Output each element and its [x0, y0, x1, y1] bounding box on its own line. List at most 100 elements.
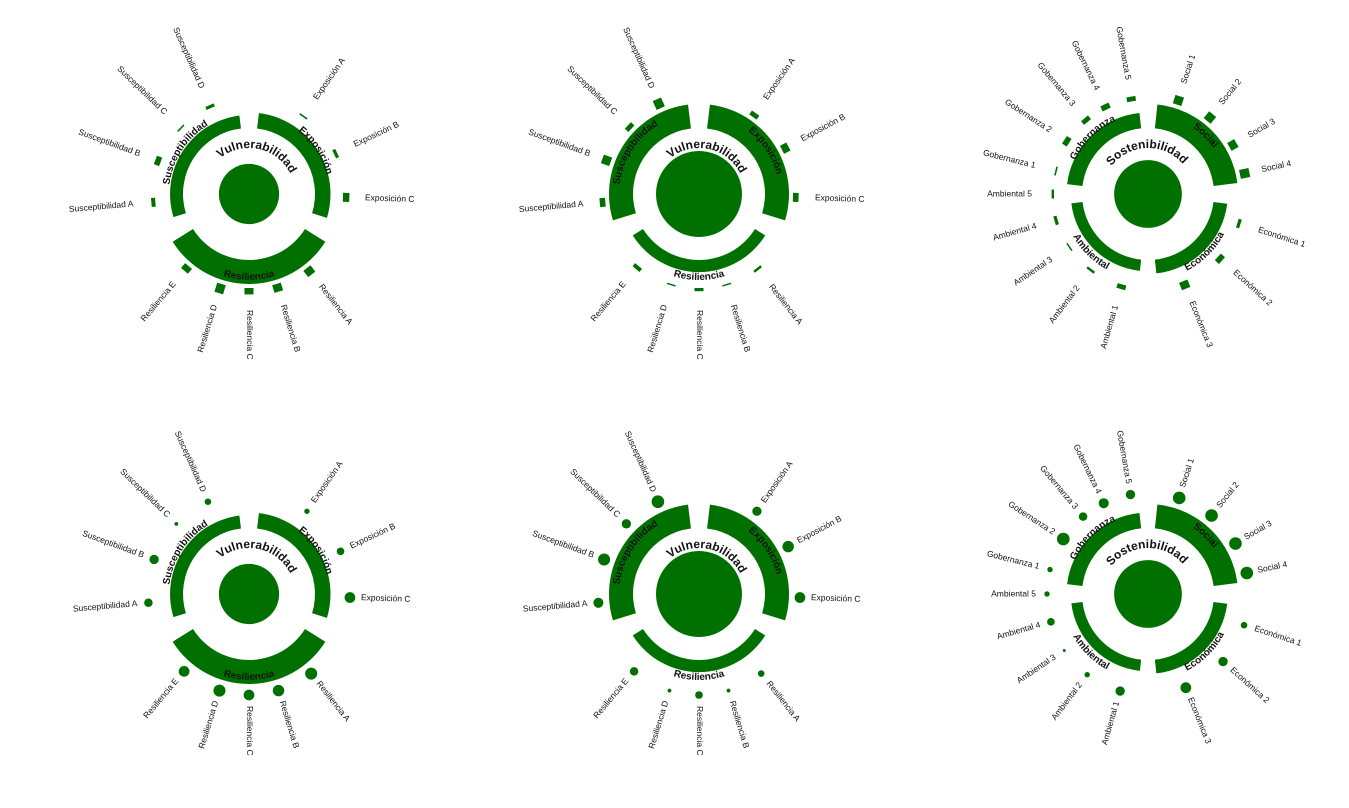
- item-label-social-2: Social 2: [1217, 77, 1244, 107]
- item-label-social-1: Social 1: [1177, 457, 1196, 489]
- item-dot-susceptibilidad-c: [621, 519, 632, 529]
- item-dot-social-3: [1229, 537, 1242, 550]
- item-label-gobernanza-5: Gobernanza 5: [1114, 26, 1133, 81]
- item-label-susceptibilidad-b: Susceptibilidad B: [81, 528, 146, 560]
- dimension-arc-exposicion: [707, 104, 789, 221]
- item-dot-susceptibilidad-a: [593, 597, 604, 608]
- item-bar-ambiental-4: [1053, 215, 1059, 226]
- item-label-exposicion-a: Exposición A: [311, 56, 347, 102]
- dimension-arc-exposicion: [257, 513, 331, 618]
- item-label-resiliencia-b: Resiliencia B: [729, 303, 753, 353]
- item-dot-susceptibilidad-b: [598, 553, 611, 566]
- item-bar-susceptibilidad-b: [600, 154, 613, 167]
- item-label-susceptibilidad-a: Susceptibilidad A: [68, 198, 134, 214]
- dimension-arc-ambiental: [1071, 602, 1142, 671]
- item-dot-resiliencia-b: [272, 684, 285, 697]
- item-bar-exposicion-a: [749, 110, 760, 120]
- item-bar-gobernanza-3: [1081, 115, 1092, 125]
- item-bar-resiliencia-a: [303, 265, 316, 278]
- center-indicator: [656, 151, 742, 237]
- item-dot-social-1: [1172, 491, 1186, 505]
- item-dot-gobernanza-3: [1078, 512, 1088, 521]
- item-dot-ambiental-1: [1115, 686, 1125, 696]
- item-label-exposicion-a: Exposición A: [761, 56, 797, 102]
- item-dot-exposicion-a: [752, 506, 762, 516]
- item-label-susceptibilidad-d: Susceptibilidad D: [623, 429, 659, 493]
- item-label-social-1: Social 1: [1178, 53, 1197, 85]
- item-dot-resiliencia-d: [213, 684, 226, 697]
- item-bar-social-4: [1239, 168, 1251, 179]
- dimension-arc-economica: [1154, 602, 1228, 674]
- dimension-arc-resiliencia: [632, 228, 766, 273]
- item-bar-gobernanza-2: [1062, 135, 1072, 147]
- item-bar-resiliencia-e: [632, 263, 643, 272]
- item-label-resiliencia-d: Resiliencia D: [196, 699, 220, 749]
- item-dot-exposicion-c: [794, 592, 806, 603]
- item-dot-susceptibilidad-d: [651, 495, 665, 509]
- item-label-susceptibilidad-c: Susceptibilidad C: [118, 466, 172, 519]
- item-label-gobernanza-1: Gobernanza 1: [986, 548, 1041, 571]
- item-dot-gobernanza-1: [1047, 566, 1053, 573]
- item-label-economica-1: Económica 1: [1257, 224, 1307, 249]
- item-dot-ambiental-3: [1062, 649, 1066, 652]
- item-bar-ambiental-2: [1086, 266, 1096, 274]
- item-bar-economica-1: [1236, 218, 1242, 229]
- item-dot-social-4: [1240, 566, 1254, 580]
- item-dot-ambiental-5: [1044, 591, 1050, 597]
- item-bar-resiliencia-d: [214, 282, 226, 295]
- item-label-exposicion-b: Exposición B: [799, 111, 847, 143]
- item-bar-ambiental-3: [1066, 242, 1073, 252]
- item-label-social-3: Social 3: [1246, 116, 1277, 140]
- item-bar-susceptibilidad-c: [624, 122, 635, 132]
- item-bar-susceptibilidad-c: [177, 124, 185, 132]
- item-dot-exposicion-b: [336, 547, 345, 556]
- item-dot-economica-1: [1240, 621, 1248, 629]
- item-label-gobernanza-3: Gobernanza 3: [1036, 60, 1078, 108]
- item-dot-economica-3: [1180, 682, 1192, 694]
- item-label-susceptibilidad-a: Susceptibilidad A: [522, 598, 588, 614]
- item-label-social-4: Social 4: [1260, 158, 1292, 174]
- item-dot-gobernanza-4: [1098, 498, 1109, 509]
- item-label-resiliencia-b: Resiliencia B: [279, 303, 303, 353]
- item-dot-social-2: [1205, 509, 1218, 522]
- item-label-ambiental-3: Ambiental 3: [1015, 652, 1058, 686]
- item-dot-resiliencia-e: [629, 667, 639, 676]
- dimension-label-resiliencia: Resiliencia: [673, 268, 726, 283]
- item-label-resiliencia-e: Resiliencia E: [138, 279, 177, 323]
- item-label-exposicion-b: Exposición B: [352, 119, 401, 149]
- item-label-resiliencia-b: Resiliencia B: [278, 699, 302, 749]
- item-label-susceptibilidad-a: Susceptibilidad A: [72, 598, 138, 614]
- center-indicator: [218, 563, 280, 625]
- item-label-resiliencia-a: Resiliencia A: [765, 679, 803, 724]
- item-bar-social-2: [1203, 111, 1217, 124]
- dimension-label-resiliencia: Resiliencia: [673, 668, 726, 683]
- item-label-exposicion-b: Exposición B: [348, 521, 397, 551]
- item-label-ambiental-4: Ambiental 4: [992, 220, 1038, 242]
- item-label-exposicion-b: Exposición B: [795, 513, 843, 545]
- item-bar-social-1: [1172, 94, 1185, 106]
- item-dot-resiliencia-e: [178, 665, 190, 677]
- item-label-susceptibilidad-c: Susceptibilidad C: [115, 64, 169, 117]
- item-label-susceptibilidad-d: Susceptibilidad D: [171, 26, 207, 90]
- item-label-resiliencia-e: Resiliencia E: [141, 676, 180, 720]
- item-bar-susceptibilidad-d: [205, 103, 215, 110]
- item-label-ambiental-5: Ambiental 5: [987, 188, 1032, 198]
- item-label-resiliencia-e: Resiliencia E: [591, 676, 630, 720]
- item-label-exposicion-c: Exposición C: [815, 192, 865, 204]
- item-label-gobernanza-2: Gobernanza 2: [1007, 499, 1058, 537]
- center-indicator: [1114, 560, 1182, 628]
- item-bar-gobernanza-4: [1100, 102, 1111, 112]
- item-bar-economica-2: [1214, 253, 1226, 264]
- item-label-susceptibilidad-b: Susceptibilidad B: [77, 127, 142, 159]
- item-bar-ambiental-1: [1116, 283, 1127, 291]
- item-bar-exposicion-a: [299, 113, 308, 120]
- item-label-susceptibilidad-a: Susceptibilidad A: [518, 198, 584, 214]
- item-label-susceptibilidad-c: Susceptibilidad C: [568, 466, 622, 519]
- dimension-arc-susceptibilidad: [609, 504, 691, 621]
- item-label-economica-2: Económica 2: [1231, 267, 1274, 307]
- item-dot-resiliencia-a: [305, 667, 318, 680]
- item-dot-resiliencia-b: [726, 688, 731, 693]
- item-label-ambiental-2: Ambiental 2: [1049, 680, 1084, 722]
- item-bar-resiliencia-a: [753, 265, 762, 273]
